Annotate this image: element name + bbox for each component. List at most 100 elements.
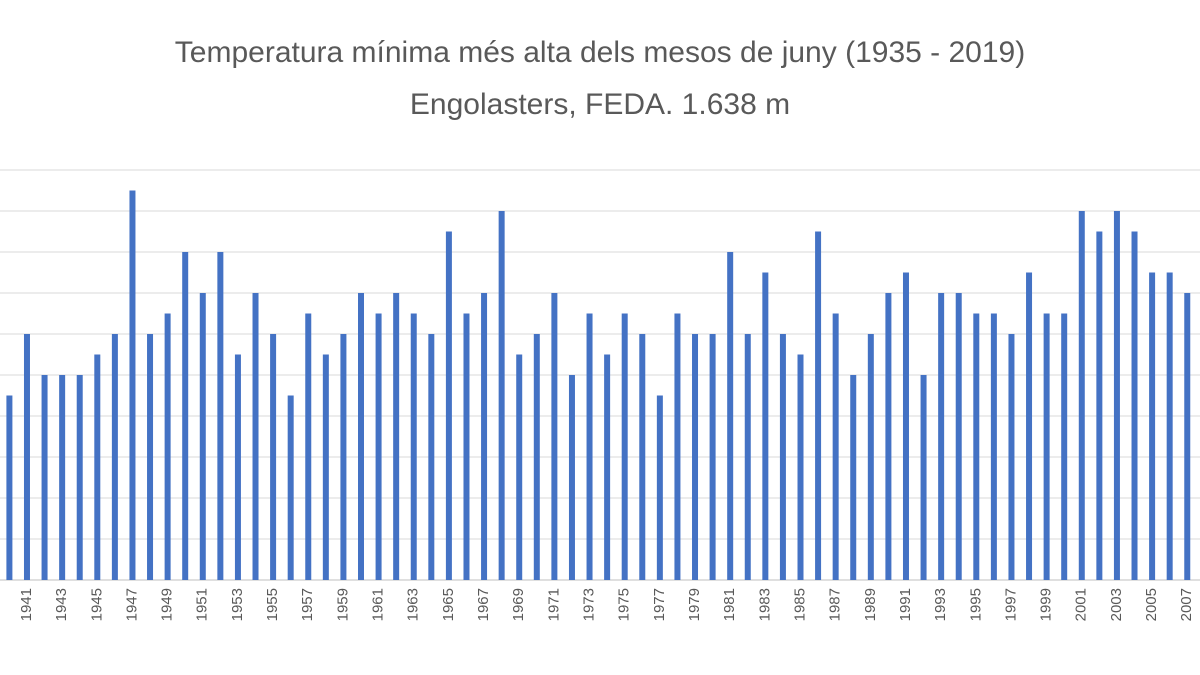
bar xyxy=(1008,334,1015,580)
x-tick-label: 2005 xyxy=(1143,588,1160,621)
x-tick-label: 1949 xyxy=(159,588,176,621)
x-tick-label: 1993 xyxy=(932,588,949,621)
bar xyxy=(129,190,136,580)
x-tick-label: 1995 xyxy=(967,588,984,621)
x-tick-label: 1955 xyxy=(264,588,281,621)
bar xyxy=(463,313,470,580)
bar xyxy=(656,395,663,580)
bar xyxy=(41,375,48,580)
bar xyxy=(885,293,892,580)
bar xyxy=(727,252,734,580)
x-tick-label: 2007 xyxy=(1178,588,1195,621)
bar xyxy=(692,334,699,580)
bar xyxy=(6,395,13,580)
x-tick-label: 1965 xyxy=(440,588,457,621)
bar xyxy=(498,211,505,580)
x-tick-label: 2001 xyxy=(1073,588,1090,621)
x-tick-label: 1987 xyxy=(827,588,844,621)
bar xyxy=(815,231,822,580)
x-tick-label: 1967 xyxy=(475,588,492,621)
bar xyxy=(270,334,277,580)
bar xyxy=(1043,313,1050,580)
x-tick-label: 1941 xyxy=(18,588,35,621)
bar xyxy=(762,272,769,580)
x-tick-label: 1963 xyxy=(405,588,422,621)
x-tick-label: 1975 xyxy=(616,588,633,621)
bar xyxy=(990,313,997,580)
bar xyxy=(621,313,628,580)
bar xyxy=(850,375,857,580)
x-tick-label: 1985 xyxy=(791,588,808,621)
bar xyxy=(955,293,962,580)
bar xyxy=(393,293,400,580)
bar xyxy=(1096,231,1103,580)
bar xyxy=(428,334,435,580)
bar xyxy=(1166,272,1173,580)
bar xyxy=(76,375,83,580)
bar xyxy=(111,334,118,580)
bar xyxy=(287,395,294,580)
bar xyxy=(23,334,30,580)
x-tick-label: 1997 xyxy=(1002,588,1019,621)
x-tick-label: 1969 xyxy=(510,588,527,621)
x-tick-label: 1977 xyxy=(651,588,668,621)
bar xyxy=(445,231,452,580)
x-tick-label: 1961 xyxy=(370,588,387,621)
bar xyxy=(305,313,312,580)
chart-title: Temperatura mínima més alta dels mesos d… xyxy=(175,36,1025,69)
bar xyxy=(639,334,646,580)
x-tick-label: 1971 xyxy=(545,588,562,621)
bar xyxy=(217,252,224,580)
bar xyxy=(340,334,347,580)
chart-subtitle: Engolasters, FEDA. 1.638 m xyxy=(410,88,790,121)
bar xyxy=(902,272,909,580)
x-tick-label: 1947 xyxy=(123,588,140,621)
bar xyxy=(744,334,751,580)
bar xyxy=(797,354,804,580)
x-tick-label: 1953 xyxy=(229,588,246,621)
bar xyxy=(182,252,189,580)
x-tick-label: 1957 xyxy=(299,588,316,621)
bar xyxy=(59,375,66,580)
bar xyxy=(481,293,488,580)
bar xyxy=(867,334,874,580)
x-tick-label: 1999 xyxy=(1038,588,1055,621)
bar xyxy=(94,354,101,580)
bar xyxy=(516,354,523,580)
bar xyxy=(1184,293,1191,580)
bar xyxy=(551,293,558,580)
bar xyxy=(779,334,786,580)
bar xyxy=(147,334,154,580)
x-tick-label: 1979 xyxy=(686,588,703,621)
bar xyxy=(973,313,980,580)
x-tick-label: 1951 xyxy=(194,588,211,621)
bar xyxy=(709,334,716,580)
bar xyxy=(568,375,575,580)
bar xyxy=(674,313,681,580)
bar xyxy=(920,375,927,580)
x-tick-label: 1989 xyxy=(862,588,879,621)
x-tick-label: 1943 xyxy=(53,588,70,621)
bar xyxy=(832,313,839,580)
bar xyxy=(586,313,593,580)
bar xyxy=(533,334,540,580)
x-tick-label: 2003 xyxy=(1108,588,1125,621)
bar xyxy=(1061,313,1068,580)
x-tick-label: 1973 xyxy=(581,588,598,621)
bar xyxy=(375,313,382,580)
bar xyxy=(1026,272,1033,580)
bar xyxy=(358,293,364,580)
bar xyxy=(199,293,206,580)
bar xyxy=(410,313,417,580)
bar xyxy=(322,354,329,580)
bar xyxy=(1149,272,1156,580)
bar xyxy=(234,354,241,580)
x-tick-label: 1959 xyxy=(334,588,351,621)
x-tick-label: 1983 xyxy=(756,588,773,621)
x-tick-label: 1981 xyxy=(721,588,738,621)
bar xyxy=(1131,231,1138,580)
bar xyxy=(164,313,171,580)
bar xyxy=(938,293,945,580)
